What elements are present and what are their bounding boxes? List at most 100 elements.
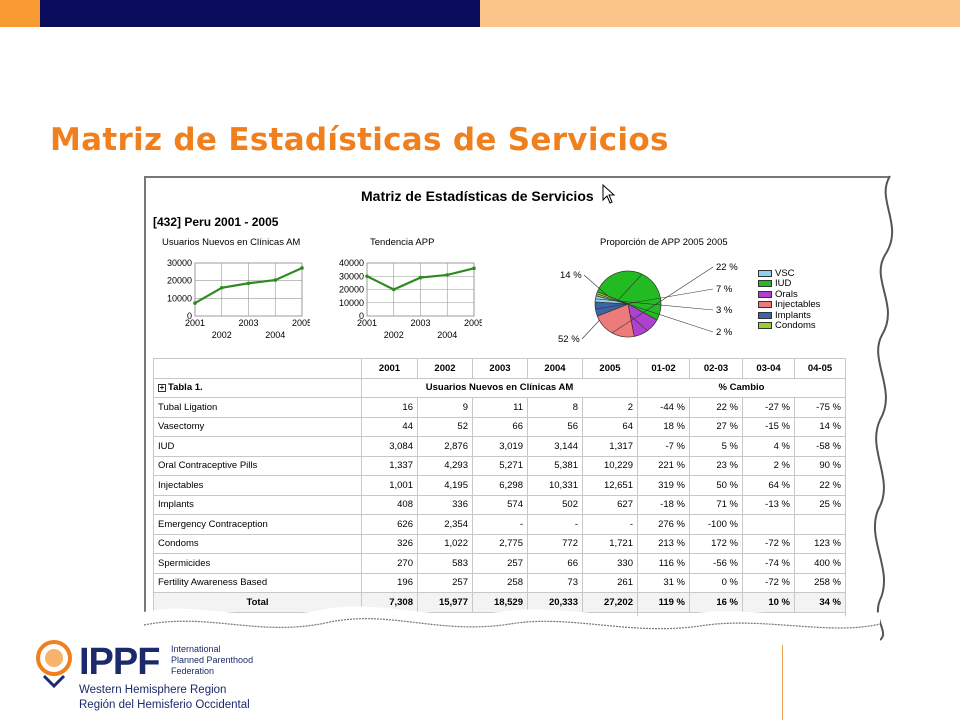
table-cell: 34 % <box>794 592 846 613</box>
table-row: IUD 3,084 2,876 3,019 3,144 1,317 -7 % 5 % 4 % -5… <box>153 436 846 457</box>
logo-org-text: International Planned Parenthood Federat… <box>171 644 253 677</box>
table-cell: 5,381 <box>527 455 583 476</box>
table-row: Condoms 326 1,022 2,775 772 1,721 213 % 172 % -7… <box>153 533 846 554</box>
table-cell: 10,331 <box>527 475 583 496</box>
table-cell: 10,229 <box>582 455 638 476</box>
table-cell: 258 % <box>794 572 846 593</box>
table-cell: -72 % <box>742 572 795 593</box>
footer-empty-cell <box>153 611 362 632</box>
table-cell: 261 <box>582 572 638 593</box>
slide-title: Matriz de Estadísticas de Servicios <box>50 122 669 158</box>
table-cell: 627 <box>582 494 638 515</box>
x-tick-label: 2001 <box>357 318 377 328</box>
decor-vertical-line <box>782 645 783 720</box>
table-cell: 2 % <box>742 455 795 476</box>
report-screenshot: Matriz de Estadísticas de Servicios [432… <box>144 176 894 638</box>
table-cell: 64 <box>582 416 638 437</box>
table-corner-cell <box>153 358 362 379</box>
pie-leader-line <box>596 293 714 333</box>
table-cell: 270 <box>361 553 418 574</box>
table-cell: 64 % <box>742 475 795 496</box>
table-cell: 257 <box>472 553 528 574</box>
table-cell: 336 <box>417 494 473 515</box>
legend-label: Implants <box>775 309 811 321</box>
column-header: 2004 <box>527 358 583 379</box>
pie-legend: VSC IUD Orals Injectables Implants Condoms <box>758 268 820 331</box>
legend-label: Orals <box>775 288 798 300</box>
row-label: Condoms <box>153 533 362 554</box>
table-cell: 213 % <box>637 533 690 554</box>
table-cell: 196 <box>361 572 418 593</box>
data-point <box>219 285 224 290</box>
table-cell: - <box>582 514 638 535</box>
table-cell: 502 <box>527 494 583 515</box>
table-row: Implants 408 336 574 502 627 -18 % 71 % -13 % 25 … <box>153 494 846 515</box>
table-cell: 772 <box>527 533 583 554</box>
table-row: Tubal Ligation 16 9 11 8 2 -44 % 22 % -27 % -75 % <box>153 397 846 418</box>
logo-region-text: Western Hemisphere Region Región del Hem… <box>79 683 250 712</box>
table-cell: 15,977 <box>417 592 473 613</box>
y-tick-label: 30000 <box>339 271 364 281</box>
pie-leader-line <box>611 266 714 334</box>
table-cell: 50 % <box>689 475 743 496</box>
table-cell: 221 % <box>637 455 690 476</box>
table-cell: 626 <box>361 514 418 535</box>
tabla-1-toggle[interactable]: + Tabla 1. <box>153 377 362 398</box>
x-tick-label: 2004 <box>265 330 285 340</box>
legend-item-orals: Orals <box>758 289 820 300</box>
table-cell: 66 <box>527 553 583 574</box>
table-cell: 330 <box>582 553 638 574</box>
table-cell: 3,084 <box>361 436 418 457</box>
table-cell: 8 <box>527 397 583 418</box>
table-cell: 116 % <box>637 553 690 574</box>
top-bar-navy <box>40 0 480 27</box>
table-cell: 258 <box>472 572 528 593</box>
logo-brand-text: IPPF <box>79 641 160 683</box>
table-cell: 574 <box>472 494 528 515</box>
y-tick-label: 20000 <box>167 276 192 286</box>
table-cell: 319 % <box>637 475 690 496</box>
table-header-row: 2001 2002 2003 2004 2005 01-02 02-03 03-04 04-05 <box>153 358 846 379</box>
data-point <box>193 301 197 305</box>
legend-item-injectables: Injectables <box>758 299 820 310</box>
logo-region-line-2: Región del Hemisferio Occidental <box>79 698 250 711</box>
table-cell: 400 % <box>794 553 846 574</box>
table-cell: -7 % <box>637 436 690 457</box>
table-cell: 20,333 <box>527 592 583 613</box>
table-cell: - <box>527 514 583 535</box>
table-cell: 18,529 <box>472 592 528 613</box>
table-cell: 1,001 <box>361 475 418 496</box>
pie-slice-label: 14 % <box>560 270 582 281</box>
table-cell: 0 % <box>689 572 743 593</box>
table-cell: 2 <box>582 397 638 418</box>
row-label: Emergency Contraception <box>153 514 362 535</box>
stats-table: 2001 2002 2003 2004 2005 01-02 02-03 03-04 04-05… <box>153 358 846 632</box>
legend-swatch <box>758 269 772 277</box>
table-cell: 2,354 <box>417 514 473 535</box>
table-cell: 2,876 <box>417 436 473 457</box>
x-tick-label: 2001 <box>185 318 205 328</box>
legend-swatch <box>758 280 772 288</box>
table-cell: 119 % <box>637 592 690 613</box>
table-cell: 71 % <box>689 494 743 515</box>
table-cell: 6,298 <box>472 475 528 496</box>
legend-swatch <box>758 290 772 298</box>
legend-swatch <box>758 322 772 330</box>
table-cell: -15 % <box>742 416 795 437</box>
legend-swatch <box>758 301 772 309</box>
column-header: 03-04 <box>742 358 795 379</box>
pie-slice-label: 2 % <box>716 327 733 338</box>
table-cell: 257 <box>417 572 473 593</box>
x-tick-label: 2002 <box>212 330 232 340</box>
line-chart-2-title: Tendencia APP <box>370 237 435 248</box>
table-cell: -18 % <box>637 494 690 515</box>
table-cell: 12,651 <box>582 475 638 496</box>
x-tick-label: 2005 <box>292 318 310 328</box>
ippf-logo-icon <box>36 640 72 689</box>
table-cell: 31 % <box>637 572 690 593</box>
legend-item-vsc: VSC <box>758 268 820 279</box>
table-cell: 276 % <box>637 514 690 535</box>
legend-item-iud: IUD <box>758 278 820 289</box>
